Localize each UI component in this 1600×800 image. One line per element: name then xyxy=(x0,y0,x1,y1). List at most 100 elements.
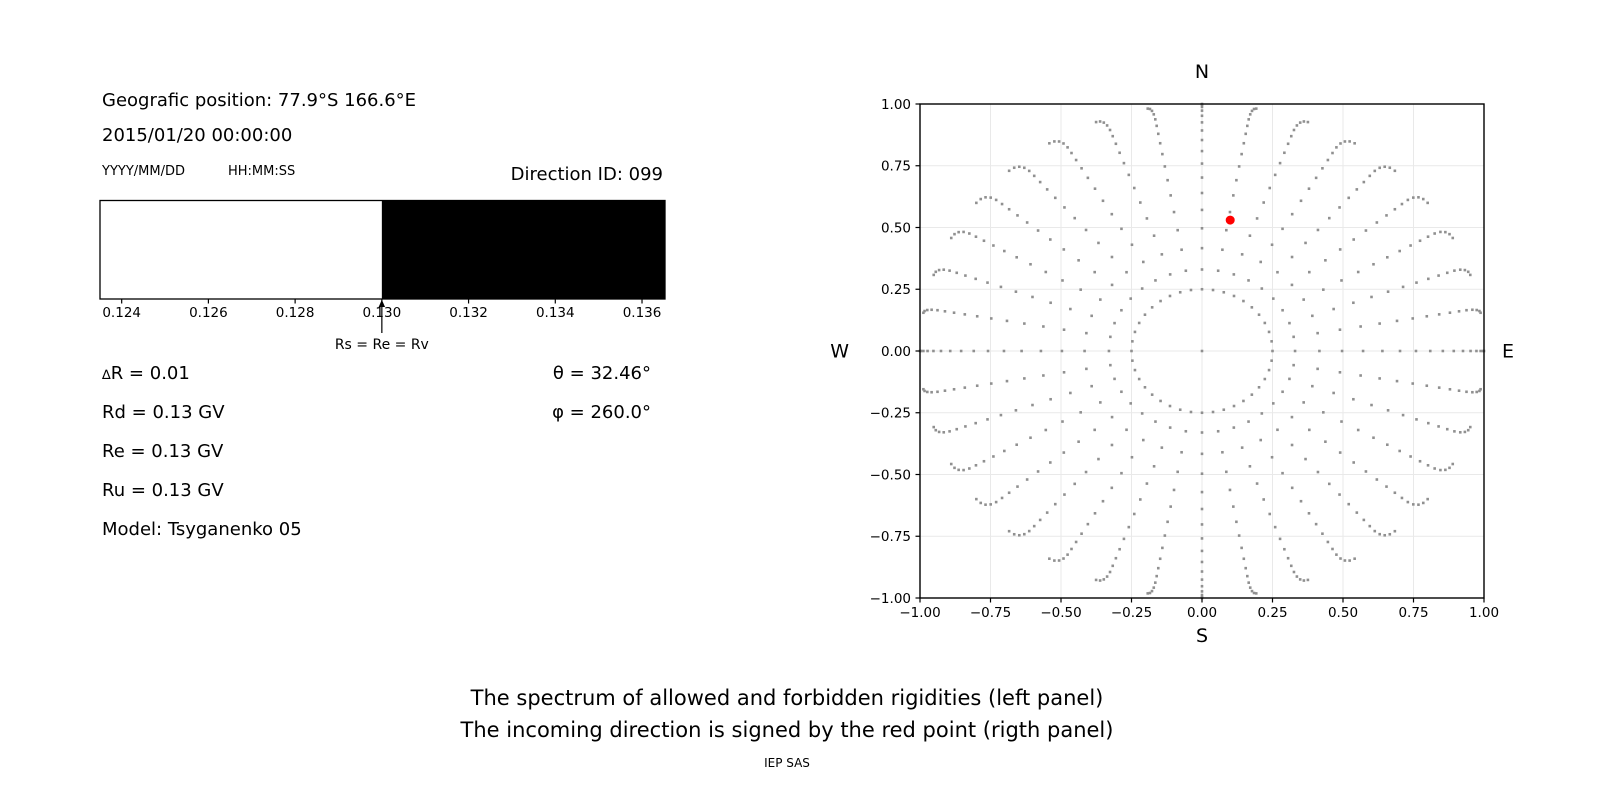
ray-dot xyxy=(1437,274,1440,277)
ray-dot xyxy=(922,311,925,315)
ray-dot xyxy=(1289,564,1293,568)
ray-dot xyxy=(1302,120,1306,123)
ring-dot xyxy=(1270,359,1273,362)
ray-dot xyxy=(1127,525,1131,529)
ring-dot xyxy=(1222,290,1226,294)
ray-dot xyxy=(1062,557,1065,560)
ray-dot xyxy=(1262,201,1265,204)
ray-dot xyxy=(1414,349,1418,353)
ray-dot xyxy=(1049,397,1052,401)
ray-dot xyxy=(1458,268,1462,271)
ray-dot xyxy=(1278,537,1282,541)
ray-dot xyxy=(1003,449,1006,453)
ray-dot xyxy=(932,349,935,353)
ray-dot xyxy=(1466,428,1470,432)
y-tick-label: −1.00 xyxy=(870,591,911,607)
ray-dot xyxy=(1127,173,1131,177)
ray-dot xyxy=(1225,228,1228,232)
ray-dot xyxy=(1161,546,1164,550)
ray-dot xyxy=(1053,140,1056,143)
ring-dot xyxy=(1189,288,1193,292)
x-tick-label: −0.25 xyxy=(1111,605,1152,621)
ray-dot xyxy=(1079,288,1082,291)
ray-dot xyxy=(1359,374,1362,377)
y-tick-label: −0.75 xyxy=(870,529,911,545)
ray-dot xyxy=(1110,212,1114,216)
ray-dot xyxy=(1122,537,1126,541)
ray-dot xyxy=(1122,161,1126,165)
ray-dot xyxy=(1452,349,1456,353)
ray-dot xyxy=(1125,270,1128,274)
ray-dot xyxy=(999,285,1003,289)
ray-dot xyxy=(1152,464,1156,468)
ray-dot xyxy=(1048,142,1051,145)
ray-dot xyxy=(1200,549,1204,553)
ray-dot xyxy=(1247,279,1250,282)
ray-dot xyxy=(1286,142,1290,146)
ray-dot xyxy=(1150,109,1154,113)
ray-dot xyxy=(989,317,993,320)
ray-dot xyxy=(1093,512,1097,515)
ray-dot xyxy=(1099,401,1102,404)
ray-dot xyxy=(1292,363,1295,367)
ray-dot xyxy=(1364,229,1368,232)
ray-dot xyxy=(1260,287,1264,290)
ray-dot xyxy=(1016,485,1019,488)
x-tick-label: −0.50 xyxy=(1040,605,1081,621)
ray-dot xyxy=(1290,212,1294,216)
ray-dot xyxy=(963,386,967,389)
ray-dot xyxy=(1433,467,1436,470)
ray-dot xyxy=(1324,259,1327,262)
ray-dot xyxy=(1439,230,1442,234)
ray-dot xyxy=(1084,228,1088,232)
x-tick-label: 0.132 xyxy=(449,305,488,321)
ray-dot xyxy=(1129,402,1133,405)
ray-dot xyxy=(1240,152,1243,156)
ray-dot xyxy=(1152,113,1156,116)
ray-dot xyxy=(1200,560,1204,564)
ray-dot xyxy=(1155,124,1158,128)
ray-dot xyxy=(1200,227,1204,230)
ray-dot xyxy=(974,277,977,281)
ray-dot xyxy=(1290,486,1294,490)
ray-dot xyxy=(1283,547,1286,551)
ring-dot xyxy=(1178,408,1182,412)
ray-dot xyxy=(1306,578,1310,582)
ray-dot xyxy=(1451,462,1455,466)
ray-dot xyxy=(1085,367,1088,371)
ray-dot xyxy=(1273,173,1277,177)
ray-dot xyxy=(1025,478,1029,481)
ray-dot xyxy=(1417,503,1420,506)
ray-dot xyxy=(1338,248,1342,251)
delta-symbol: ∆ xyxy=(102,368,111,383)
ray-dot xyxy=(975,201,978,205)
ray-dot xyxy=(1428,349,1432,353)
ray-dot xyxy=(1469,349,1472,353)
ray-dot xyxy=(974,235,978,238)
ring-dot xyxy=(1232,404,1236,408)
ring-dot xyxy=(1211,288,1215,292)
ray-dot xyxy=(1375,221,1379,224)
ray-dot xyxy=(1038,518,1042,522)
y-tick-label: 0.75 xyxy=(881,159,911,175)
ray-dot xyxy=(1235,178,1238,182)
ray-dot xyxy=(972,349,976,353)
ray-dot xyxy=(1276,270,1279,274)
ray-dot xyxy=(1200,593,1204,597)
ray-dot xyxy=(1200,452,1204,456)
ray-dot xyxy=(1152,234,1156,238)
ray-dot xyxy=(1156,132,1160,136)
ray-dot xyxy=(1268,512,1272,516)
ray-dot xyxy=(1386,255,1389,259)
compass-east-label: E xyxy=(1502,341,1514,363)
ray-dot xyxy=(1074,540,1078,544)
ring-dot xyxy=(1130,349,1133,353)
ray-dot xyxy=(1169,194,1172,197)
ray-dot xyxy=(1079,411,1082,414)
ray-dot xyxy=(1255,217,1259,220)
ray-dot xyxy=(1200,578,1204,581)
ray-dot xyxy=(952,387,956,391)
ray-dot xyxy=(1069,307,1072,311)
ray-dot xyxy=(1069,391,1072,395)
ray-dot xyxy=(1108,128,1112,132)
